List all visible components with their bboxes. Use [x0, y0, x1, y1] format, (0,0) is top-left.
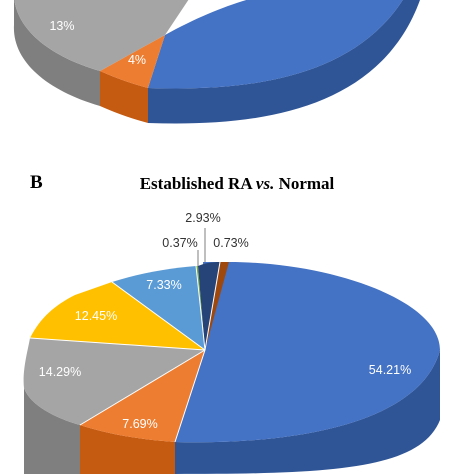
panel-letter-b: B	[30, 172, 43, 193]
chart-b-slice-orange-side	[80, 425, 175, 474]
chart-b-label-073: 0.73%	[213, 236, 248, 250]
chart-a: 13% 4%	[13, 0, 420, 124]
chart-b-slice-gray-side	[24, 388, 80, 474]
chart-b-title-tail: Normal	[279, 174, 335, 193]
chart-a-label-4: 4%	[128, 53, 146, 67]
chart-b-title-italic: vs.	[256, 174, 274, 193]
chart-a-slice-main-side	[148, 0, 420, 124]
chart-b-slice-blue-side	[175, 350, 440, 474]
chart-b-label-1429: 14.29%	[39, 365, 81, 379]
chart-b-title: Established RA vs. Normal	[140, 174, 335, 193]
chart-a-slice-gray-top	[14, 0, 189, 71]
chart-b-label-293: 2.93%	[185, 211, 220, 225]
chart-b-slice-blue	[175, 262, 440, 443]
chart-a-slice-orange-top	[100, 35, 165, 88]
chart-b-label-037: 0.37%	[162, 236, 197, 250]
chart-b-label-1245: 12.45%	[75, 309, 117, 323]
chart-a-label-13: 13%	[49, 19, 74, 33]
chart-b-slice-gray	[23, 338, 205, 425]
chart-b-title-main: Established RA	[140, 174, 254, 193]
chart-b-slice-brown	[205, 262, 229, 350]
chart-b-slice-navy	[198, 262, 220, 350]
chart-b-label-733: 7.33%	[146, 278, 181, 292]
chart-b-slice-lightblue	[112, 266, 205, 350]
chart-b-edges	[29, 261, 221, 443]
chart-b-label-5421: 54.21%	[369, 363, 411, 377]
chart-b: 54.21% 7.69% 14.29% 12.45% 7.33% 0.37% 2…	[23, 211, 440, 474]
chart-a-slice-orange-side	[100, 71, 148, 123]
chart-b-slice-orange	[80, 350, 205, 442]
chart-b-slice-yellow	[30, 282, 205, 350]
chart-a-slice-main-top	[148, 0, 403, 89]
chart-b-label-769: 7.69%	[122, 417, 157, 431]
chart-a-slice-gray-side	[13, 0, 100, 106]
